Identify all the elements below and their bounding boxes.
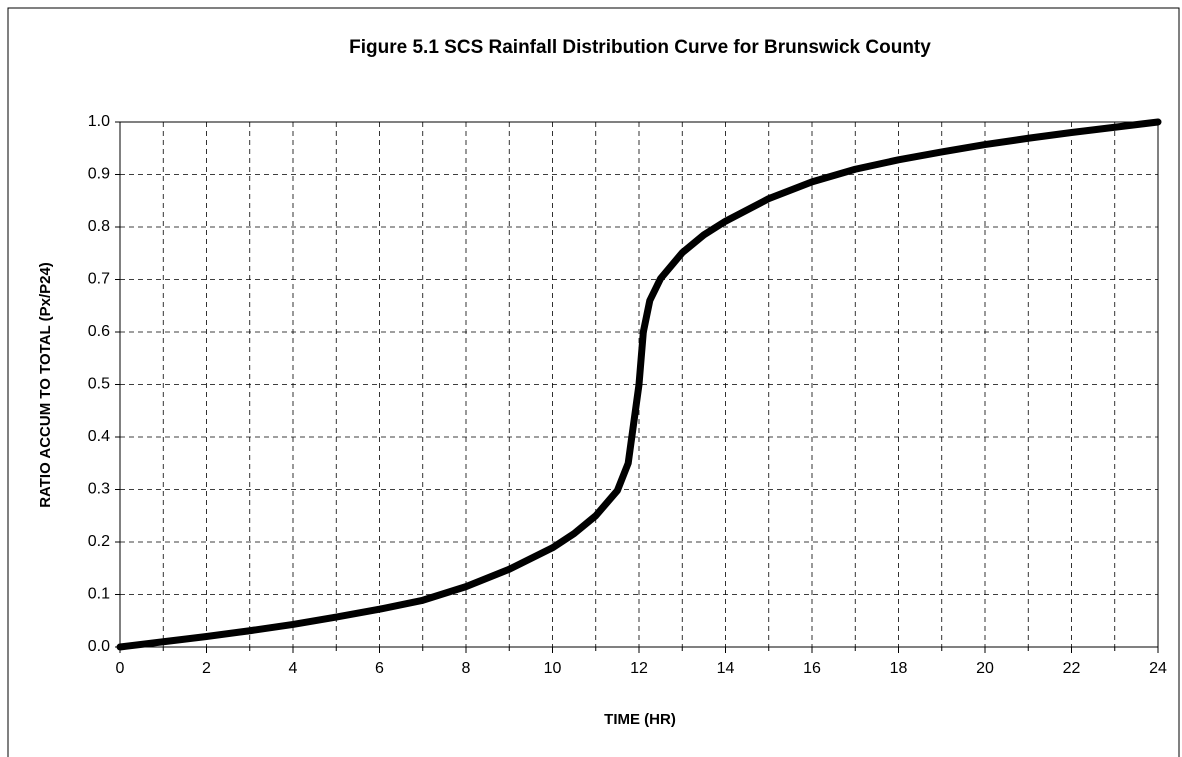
y-tick-label: 0.0 bbox=[88, 638, 110, 655]
x-tick-label: 10 bbox=[544, 660, 562, 677]
x-tick-label: 16 bbox=[803, 660, 821, 677]
x-tick-label: 6 bbox=[375, 660, 384, 677]
y-tick-label: 0.1 bbox=[88, 586, 110, 603]
y-tick-label: 0.6 bbox=[88, 323, 110, 340]
x-tick-label: 4 bbox=[289, 660, 298, 677]
x-tick-label: 22 bbox=[1063, 660, 1081, 677]
y-axis-label: RATIO ACCUM TO TOTAL (Px/P24) bbox=[37, 262, 54, 508]
y-tick-label: 0.5 bbox=[88, 376, 110, 393]
x-tick-label: 2 bbox=[202, 660, 211, 677]
x-tick-label: 0 bbox=[116, 660, 125, 677]
y-tick-label: 0.4 bbox=[88, 428, 110, 445]
plot-border bbox=[119, 121, 1159, 648]
chart-title: Figure 5.1 SCS Rainfall Distribution Cur… bbox=[349, 37, 931, 58]
y-tick-label: 0.8 bbox=[88, 218, 110, 235]
y-tick-label: 1.0 bbox=[88, 113, 110, 130]
x-tick-label: 12 bbox=[630, 660, 648, 677]
x-tick-label: 8 bbox=[462, 660, 471, 677]
y-tick-label: 0.9 bbox=[88, 166, 110, 183]
y-tick-label: 0.2 bbox=[88, 533, 110, 550]
chart-frame bbox=[7, 7, 1180, 757]
x-tick-label: 24 bbox=[1149, 660, 1167, 677]
y-tick-label: 0.7 bbox=[88, 271, 110, 288]
data-line bbox=[116, 118, 1162, 651]
y-tick-label: 0.3 bbox=[88, 481, 110, 498]
x-tick-label: 20 bbox=[976, 660, 994, 677]
x-tick-label: 18 bbox=[890, 660, 908, 677]
x-tick-label: 14 bbox=[717, 660, 735, 677]
x-axis-label: TIME (HR) bbox=[604, 711, 676, 728]
